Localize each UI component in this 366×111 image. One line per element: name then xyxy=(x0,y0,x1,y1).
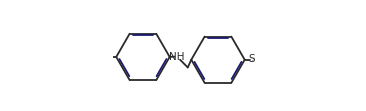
Text: S: S xyxy=(248,54,255,64)
Text: NH: NH xyxy=(169,52,185,62)
